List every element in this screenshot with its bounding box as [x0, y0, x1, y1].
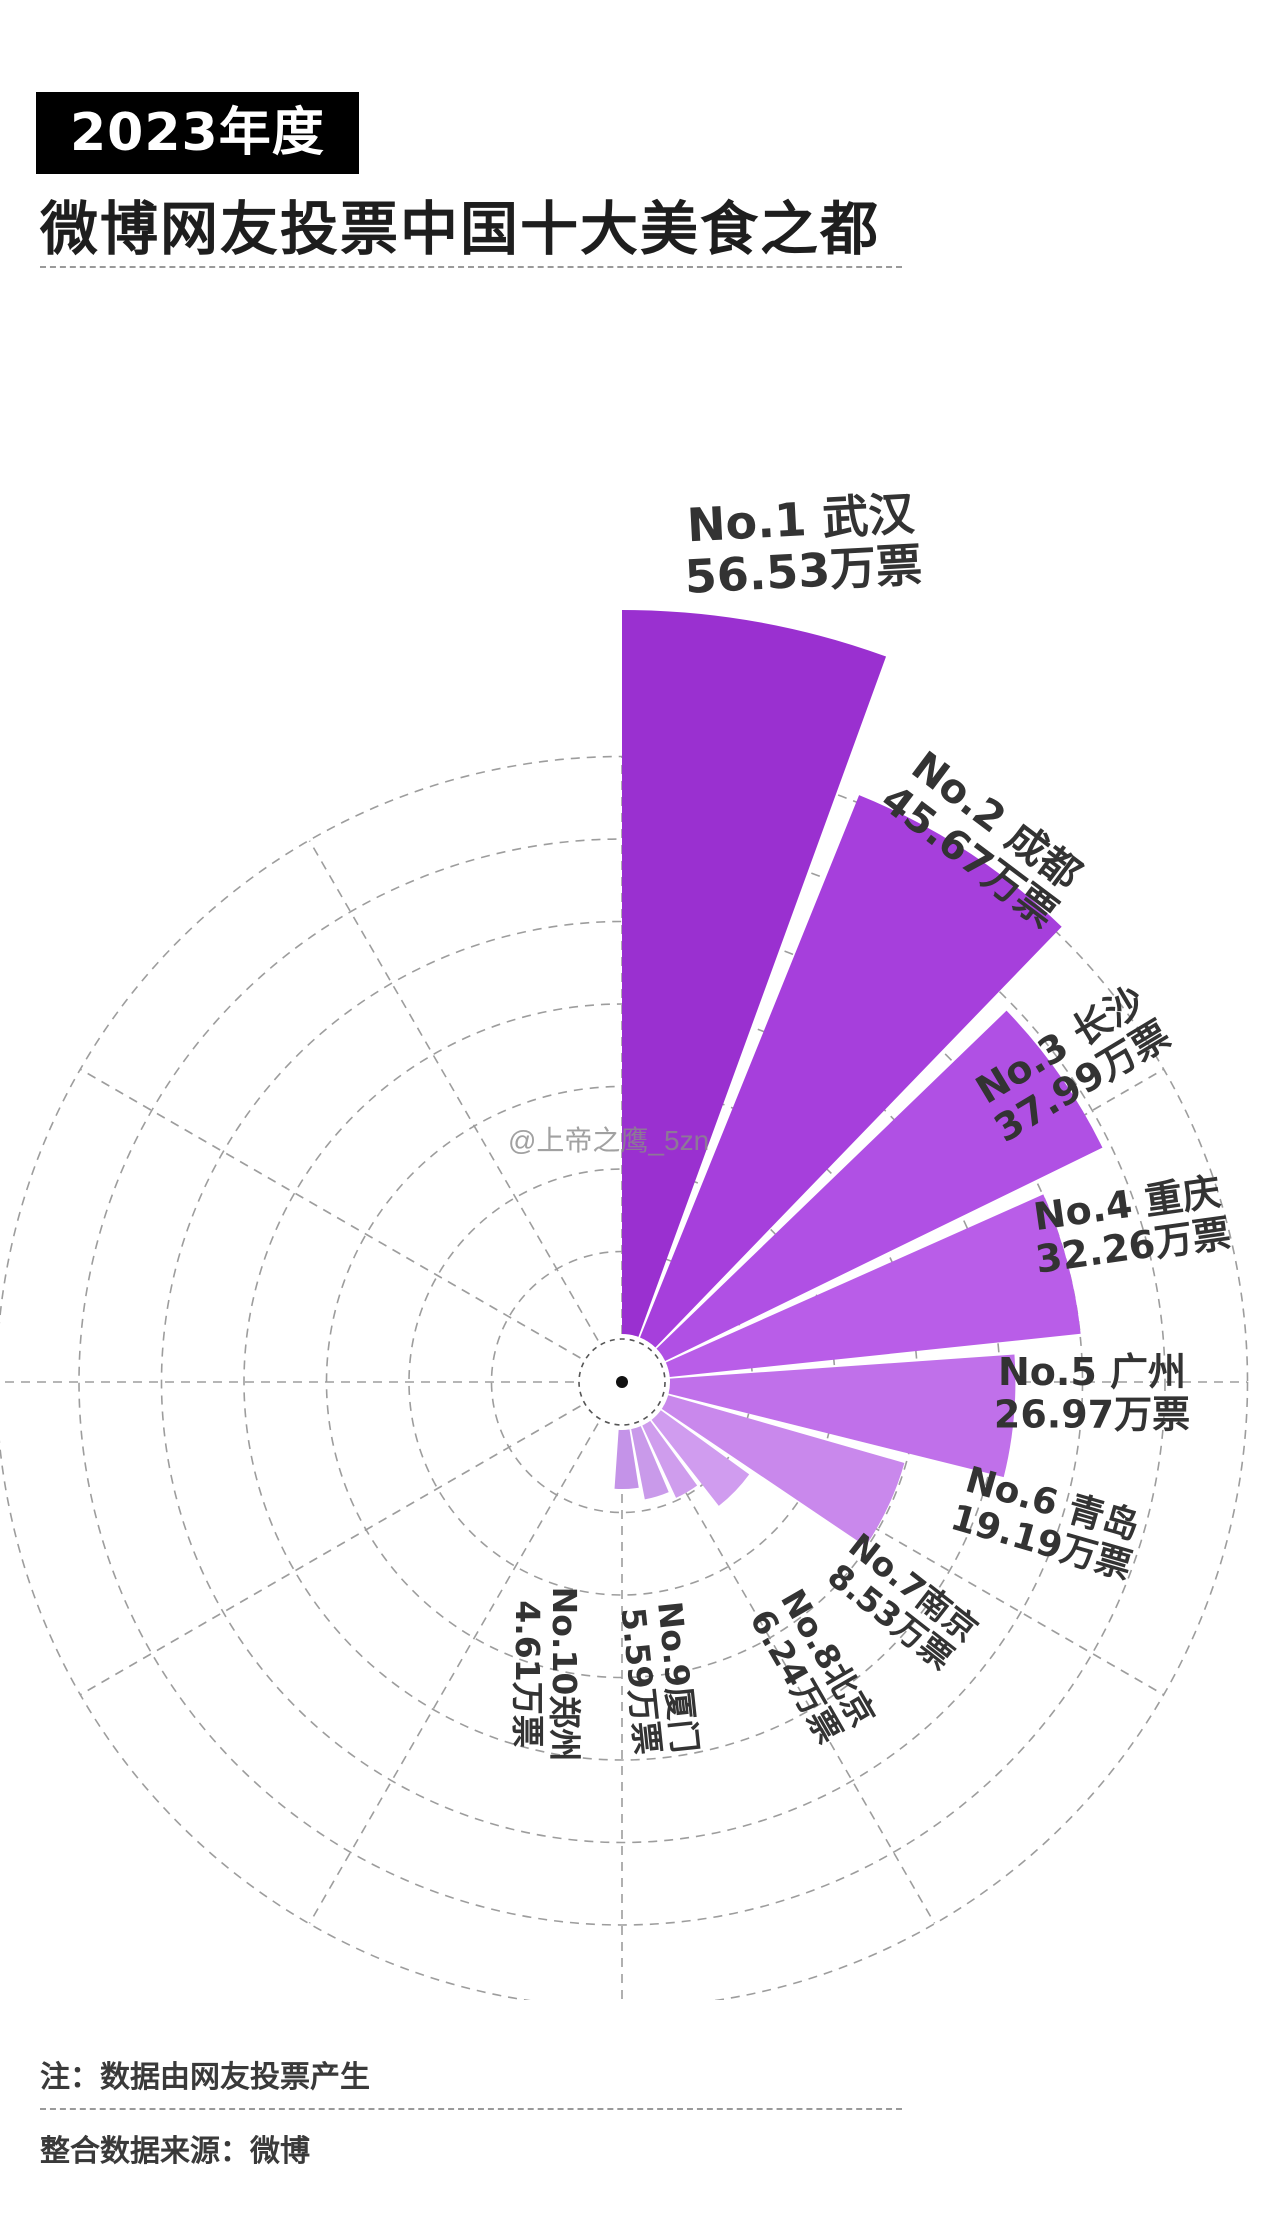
page-title: 微博网友投票中国十大美食之都 [40, 195, 881, 263]
watermark-text: @上帝之鹰_5zn [508, 1125, 709, 1156]
wedge-7 [651, 1410, 750, 1506]
grid-spoke [308, 840, 623, 1383]
wedge-10 [614, 1429, 639, 1490]
year-badge: 2023年度 [36, 92, 359, 174]
data-source: 整合数据来源：微博 [40, 2134, 310, 2169]
value-label: 26.97万票 [994, 1393, 1190, 1437]
value-label: 56.53万票 [683, 538, 923, 604]
wedge-8 [642, 1420, 698, 1498]
grid-spoke [80, 1381, 623, 1696]
center-dot [616, 1376, 628, 1388]
wedge-3 [656, 1010, 1103, 1361]
grid-ring [160, 920, 1084, 1844]
rank-label: No.5 广州 [998, 1350, 1186, 1394]
chart-wedges [614, 610, 1103, 1547]
grid-spoke [308, 1381, 623, 1924]
chart-center [575, 1335, 669, 1429]
footer-divider [40, 2108, 902, 2110]
wedge-4 [665, 1194, 1081, 1377]
grid-ring [78, 838, 1166, 1926]
wedge-1 [622, 610, 887, 1337]
wedge-9 [631, 1426, 669, 1500]
title-divider [40, 266, 902, 268]
wedge-2 [639, 795, 1062, 1348]
center-ring [578, 1338, 666, 1426]
rank-label: No.1 武汉 [686, 486, 917, 552]
wedge-6 [661, 1395, 905, 1547]
data-note: 注：数据由网友投票产生 [40, 2060, 370, 2095]
grid-spoke [80, 1068, 623, 1383]
value-label: 4.61万票 [508, 1600, 547, 1747]
rank-label: No.10郑州 [545, 1587, 584, 1762]
wedge-5 [668, 1354, 1016, 1478]
